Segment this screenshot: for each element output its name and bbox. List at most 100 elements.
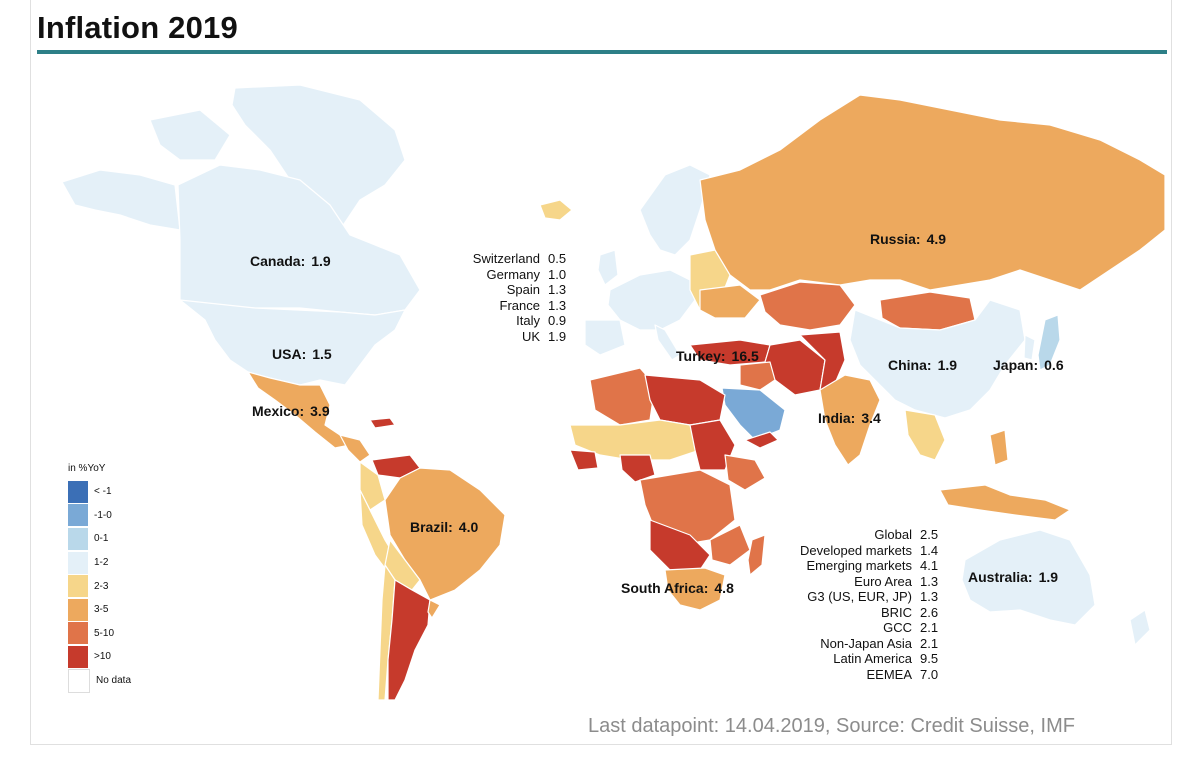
country-label-brazil: Brazil: 4.0 bbox=[410, 519, 479, 535]
legend-swatch bbox=[68, 668, 90, 693]
table-row: G3 (US, EUR, JP) 1.3 bbox=[740, 589, 950, 605]
country-name: Russia bbox=[870, 231, 916, 247]
country-value: 4.0 bbox=[458, 519, 479, 535]
country-name: Australia bbox=[968, 569, 1028, 585]
country-name: Turkey bbox=[676, 348, 721, 364]
row-value: 1.3 bbox=[548, 282, 567, 297]
legend-item: 1-2 bbox=[68, 551, 131, 575]
country-name: Mexico bbox=[252, 403, 300, 419]
legend-label: 2-3 bbox=[94, 580, 109, 592]
north-africa-west-shape bbox=[589, 367, 656, 426]
country-value: 4.8 bbox=[714, 580, 734, 596]
country-value: 1.9 bbox=[937, 357, 958, 373]
table-row: Latin America 9.5 bbox=[740, 651, 950, 667]
legend-swatch bbox=[68, 551, 88, 574]
country-name: Canada bbox=[250, 253, 301, 269]
legend-label: No data bbox=[96, 675, 132, 687]
card-frame bbox=[30, 0, 1172, 745]
row-value: 7.0 bbox=[920, 666, 939, 682]
southeast-asia-shape bbox=[904, 409, 946, 461]
argentina-shape bbox=[387, 579, 431, 701]
row-value: 2.1 bbox=[920, 635, 939, 651]
legend-item: < -1 bbox=[68, 480, 131, 504]
country-label-india: India: 3.4 bbox=[818, 410, 881, 426]
row-name: France bbox=[499, 297, 540, 313]
country-label-turkey: Turkey: 16.5 bbox=[676, 348, 759, 364]
legend-label: -1-0 bbox=[94, 509, 112, 521]
europe-table: Switzerland 0.5 Germany 1.0 Spain 1.3 Franc… bbox=[430, 251, 578, 344]
row-name: Emerging markets bbox=[806, 558, 912, 573]
row-value: 1.9 bbox=[548, 328, 567, 344]
table-row: Emerging markets 4.1 bbox=[740, 558, 950, 574]
country-value: 1.5 bbox=[312, 346, 332, 362]
row-value: 9.5 bbox=[920, 651, 939, 666]
saudi-arabia-shape bbox=[721, 387, 786, 441]
caribbean-shape bbox=[369, 417, 396, 429]
yemen-shape bbox=[744, 431, 779, 449]
table-row: Developed markets 1.4 bbox=[740, 543, 950, 559]
legend-swatch bbox=[68, 645, 88, 668]
row-name: Spain bbox=[506, 282, 540, 297]
legend-item: >10 bbox=[68, 645, 131, 669]
country-name: India bbox=[818, 410, 851, 426]
russia-shape bbox=[699, 94, 1166, 291]
country-value: 3.4 bbox=[861, 410, 881, 426]
sahel-shape bbox=[569, 419, 701, 461]
country-name: Brazil bbox=[410, 519, 449, 535]
country-value: 4.9 bbox=[926, 231, 947, 247]
row-value: 1.0 bbox=[548, 266, 567, 282]
row-name: Germany bbox=[486, 266, 540, 282]
uruguay-shape bbox=[427, 599, 441, 619]
legend-swatch bbox=[68, 504, 88, 527]
map-legend: in %YoY < -1 -1-0 0-1 1-2 2-3 3-5 5-10 >10 No da… bbox=[68, 463, 132, 693]
row-value: 1.4 bbox=[920, 542, 939, 558]
table-row: Global 2.5 bbox=[740, 527, 950, 543]
uk-shape bbox=[597, 249, 619, 286]
row-name: Developed markets bbox=[800, 542, 912, 558]
central-america-shape bbox=[339, 434, 371, 463]
horn-of-africa-shape bbox=[724, 454, 766, 491]
country-label-south-africa: South Africa: 4.8 bbox=[621, 580, 734, 596]
india-shape bbox=[819, 374, 881, 466]
row-name: G3 (US, EUR, JP) bbox=[807, 589, 912, 604]
legend-label: >10 bbox=[94, 651, 111, 663]
nigeria-shape bbox=[619, 454, 656, 483]
ukraine-shape bbox=[699, 284, 761, 319]
row-name: Euro Area bbox=[854, 573, 912, 589]
table-row: UK 1.9 bbox=[430, 329, 578, 345]
row-name: GCC bbox=[883, 620, 912, 635]
row-name: Global bbox=[874, 527, 912, 542]
country-value: 0.6 bbox=[1044, 357, 1064, 373]
legend-swatch bbox=[68, 575, 88, 598]
japan-shape bbox=[1037, 314, 1061, 371]
row-value: 2.6 bbox=[920, 604, 939, 620]
table-row: Italy 0.9 bbox=[430, 313, 578, 329]
indonesia-shape bbox=[939, 484, 1071, 521]
title-rule bbox=[37, 50, 1167, 54]
row-name: Non-Japan Asia bbox=[820, 635, 912, 651]
country-label-usa: USA: 1.5 bbox=[272, 346, 332, 362]
legend-item: -1-0 bbox=[68, 504, 131, 528]
scandinavia-shape bbox=[639, 164, 711, 256]
row-name: UK bbox=[521, 328, 540, 344]
row-value: 2.1 bbox=[920, 620, 939, 635]
korea-shape bbox=[1023, 334, 1036, 361]
libya-egypt-shape bbox=[644, 374, 726, 426]
legend-item: 3-5 bbox=[68, 598, 131, 622]
country-name: Japan bbox=[993, 357, 1034, 373]
legend-swatch bbox=[68, 480, 88, 503]
row-name: Latin America bbox=[833, 651, 912, 666]
table-row: GCC 2.1 bbox=[740, 620, 950, 636]
legend-label: 5-10 bbox=[94, 627, 115, 639]
country-value: 1.9 bbox=[1038, 569, 1059, 585]
country-label-mexico: Mexico: 3.9 bbox=[252, 403, 330, 419]
legend-title: in %YoY bbox=[68, 463, 106, 474]
country-name: South Africa bbox=[621, 580, 704, 596]
row-name: Switzerland bbox=[472, 251, 540, 266]
western-europe-shape bbox=[607, 269, 696, 331]
country-value: 1.9 bbox=[311, 253, 331, 269]
country-value: 3.9 bbox=[310, 403, 330, 419]
legend-swatch bbox=[68, 598, 88, 621]
country-name: USA bbox=[272, 346, 302, 362]
